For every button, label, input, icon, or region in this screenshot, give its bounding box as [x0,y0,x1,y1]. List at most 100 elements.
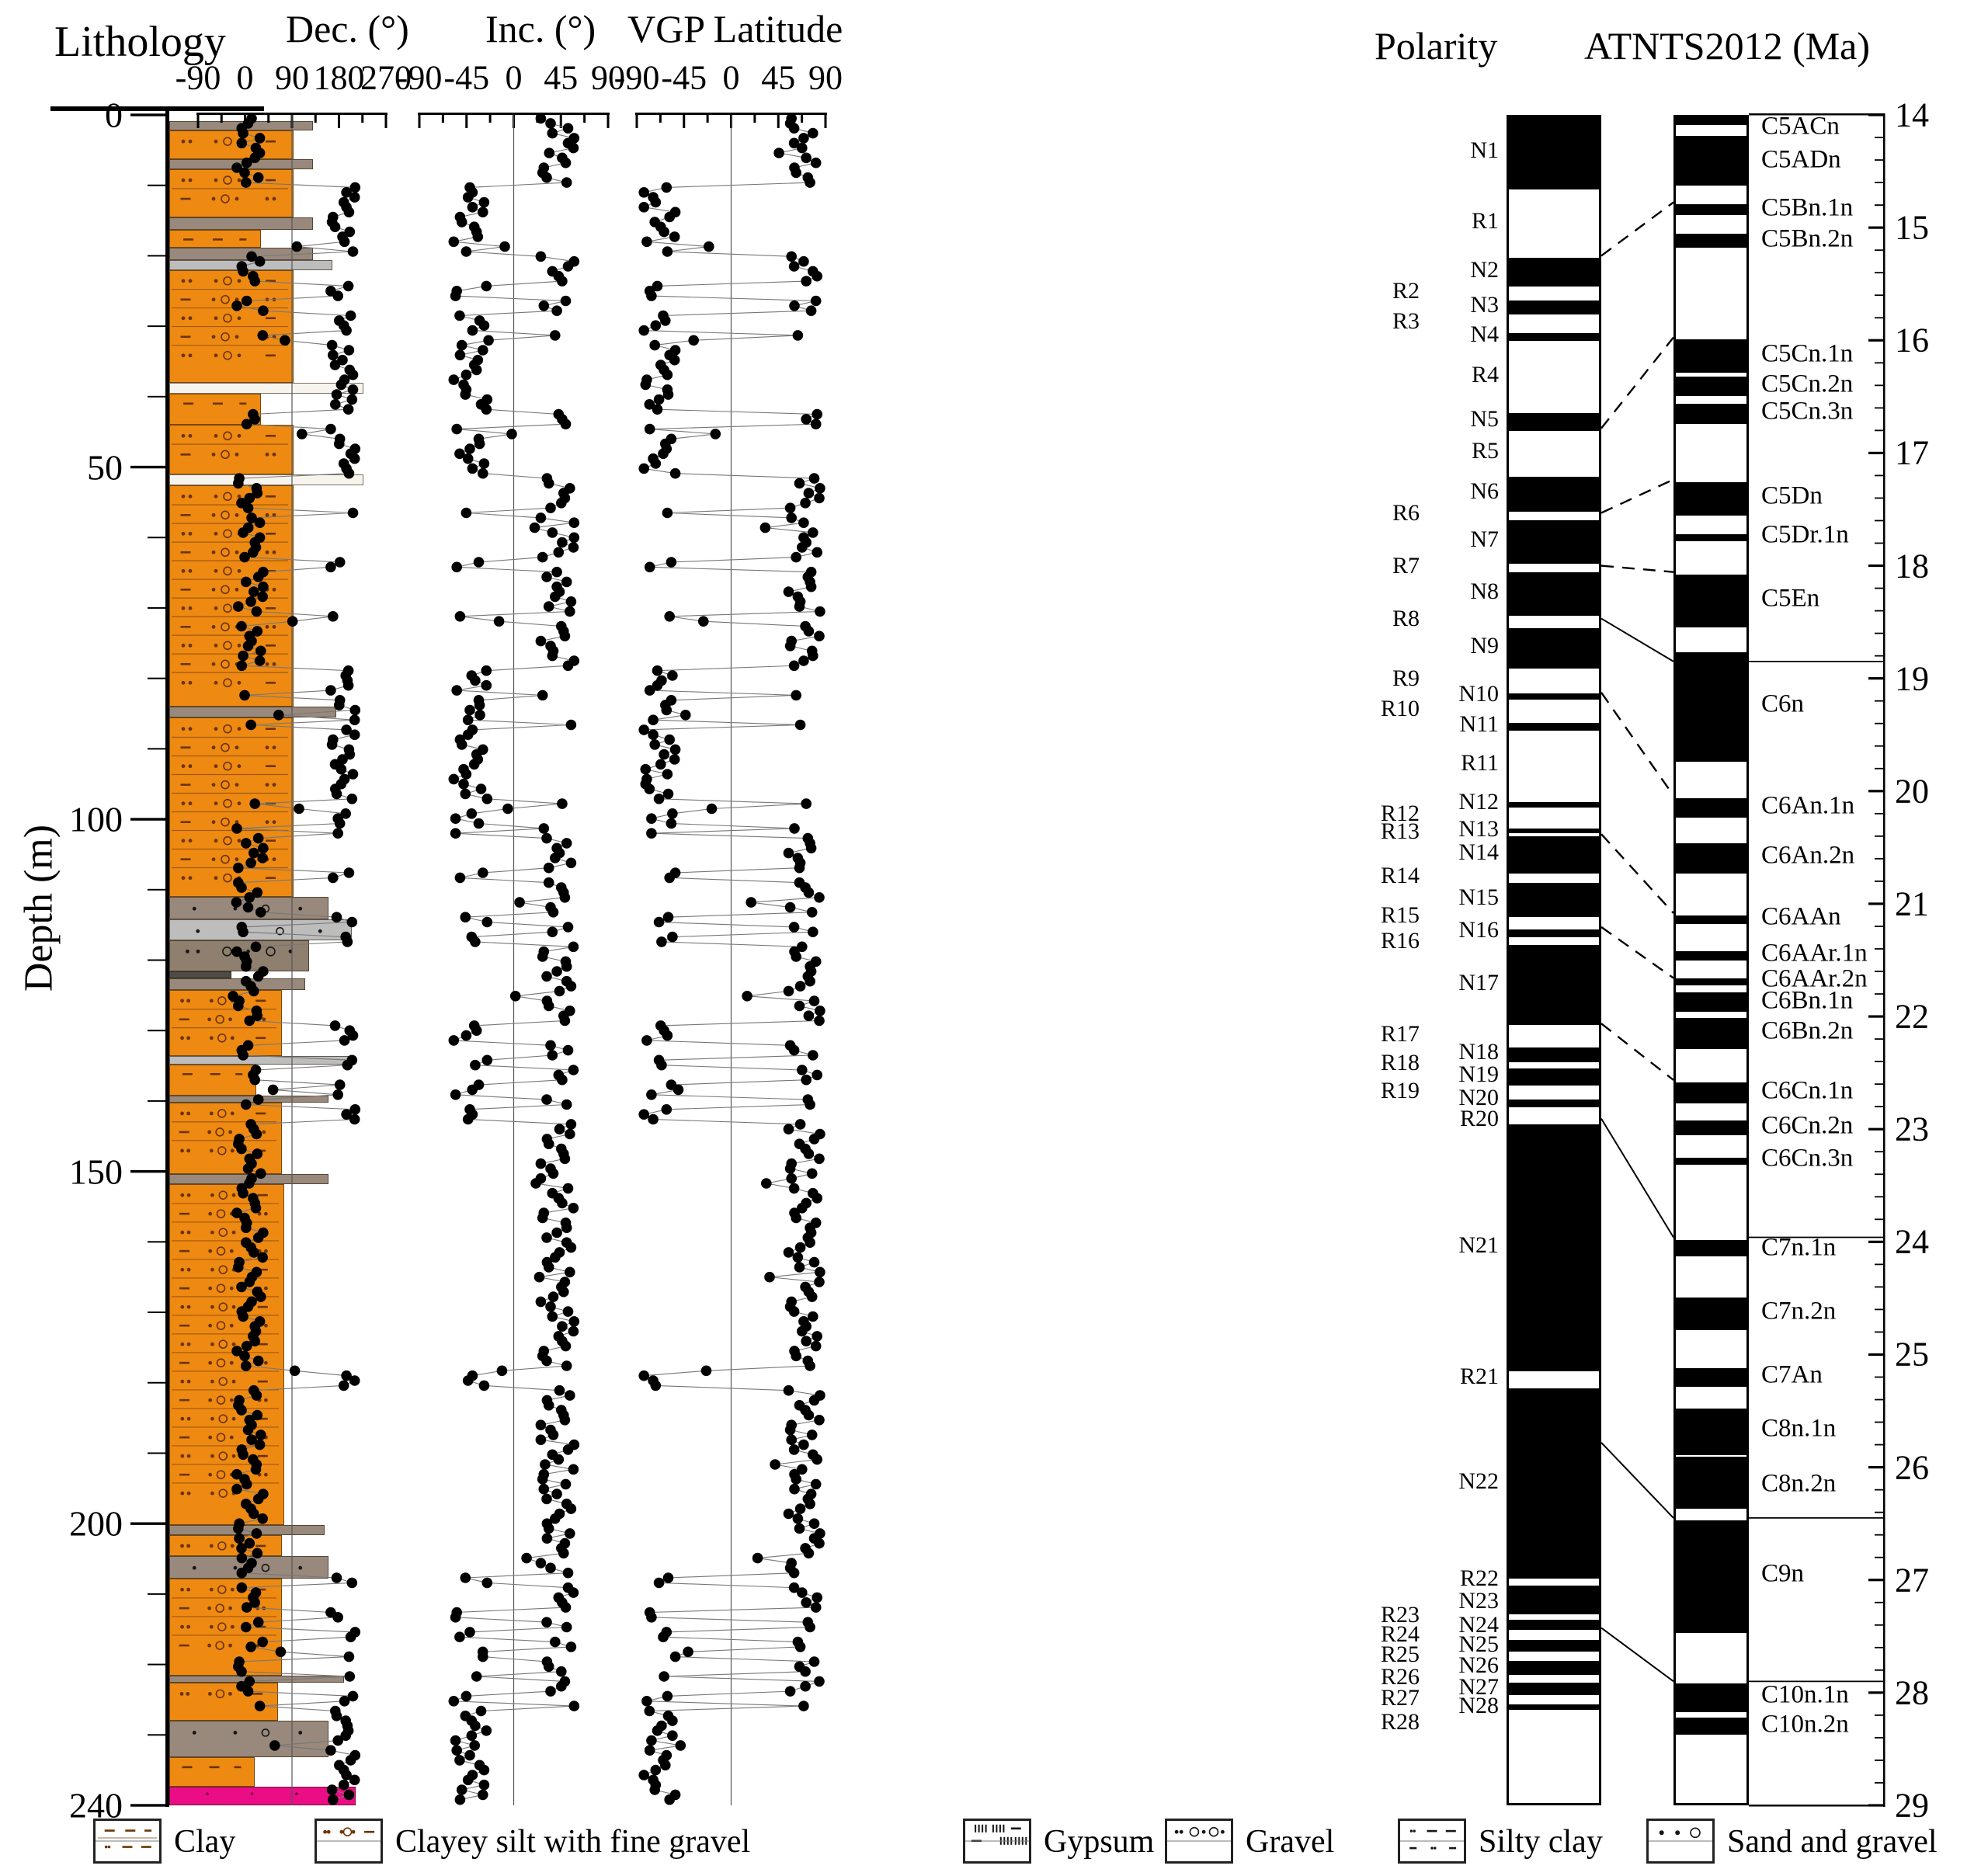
polarity-zone-label: R18 [1380,1049,1420,1075]
lithology-layer-sg [169,978,305,990]
chron-label: C6An.1n [1761,791,1855,820]
chron-label: C5ADn [1761,145,1841,174]
chron-normal-segment [1676,1120,1746,1135]
chron-label: C6Cn.3n [1761,1144,1854,1172]
chron-label: C5Bn.2n [1761,224,1854,253]
polarity-zone-label: R11 [1461,750,1499,776]
polarity-zone-label: R7 [1392,552,1420,578]
age-tick-label: 17 [1895,433,1929,472]
axis-tick-label: -90 [613,58,660,97]
lithology-layer-sg [169,706,336,718]
dec-axis-title: Dec. (°) [286,7,409,50]
chron-normal-segment [1676,1158,1746,1165]
chron-normal-segment [1676,404,1746,424]
chron-normal-segment [1676,1017,1746,1049]
chron-normal-segment [1676,652,1746,763]
chron-label: C5Cn.1n [1761,339,1854,368]
chron-normal-segment [1676,204,1746,216]
age-tick-label: 23 [1895,1110,1929,1148]
chron-label: C7n.2n [1761,1297,1837,1325]
lithology-layer-cs [169,168,294,217]
polarity-normal-zone [1509,117,1599,189]
polarity-zone-label: N18 [1458,1039,1499,1065]
legend-label: Gravel [1246,1824,1335,1860]
polarity-zone-label: N10 [1458,680,1499,707]
lithology-layer-cl [169,1064,256,1096]
axis-tick-label: -90 [175,58,221,97]
polarity-zone-label: R27 [1380,1685,1420,1711]
polarity-zone-label: N23 [1458,1587,1499,1614]
polarity-zone-label: R22 [1459,1565,1499,1591]
lithology-layer-gy [169,382,363,394]
chron-normal-segment [1676,533,1746,541]
chron-normal-segment [1676,1520,1746,1634]
lithology-layer-sg [169,1524,325,1535]
legend-label: Gypsum [1044,1824,1155,1860]
polarity-zone-label: R9 [1392,665,1420,691]
polarity-zone-label: R28 [1380,1708,1420,1735]
axis-tick-label: -45 [661,58,707,97]
age-tick-label: 27 [1895,1561,1929,1600]
polarity-normal-zone [1509,412,1599,431]
polarity-zone-label: N7 [1470,526,1499,552]
polarity-normal-zone [1509,476,1599,512]
polarity-zone-label: N25 [1458,1631,1499,1658]
chron-normal-segment [1676,135,1746,186]
polarity-normal-zone [1509,332,1599,342]
polarity-normal-zone [1509,1586,1599,1614]
polarity-zone-label: R12 [1380,800,1420,826]
atnts-column [1673,115,1749,1805]
polarity-normal-zone [1509,1047,1599,1063]
chron-label: C10n.1n [1761,1680,1849,1709]
lithology-layer-cl [169,1757,255,1787]
polarity-zone-label: N11 [1459,710,1499,737]
polarity-zone-label: R25 [1380,1641,1420,1667]
chron-label: C8n.2n [1761,1469,1837,1498]
polarity-normal-zone [1509,300,1599,314]
axis-tick-label: 45 [761,58,796,97]
lithology-layer-cs [169,425,294,474]
chron-label: C6Bn.2n [1761,1016,1854,1045]
polarity-normal-zone [1509,693,1599,700]
polarity-zone-label: R24 [1380,1621,1420,1648]
lithology-layer-pk [169,1787,356,1805]
axis-tick-label: 90 [591,58,625,97]
polarity-zone-label: N3 [1470,291,1499,318]
polarity-normal-zone [1509,1124,1599,1371]
age-tick-label: 25 [1895,1335,1929,1374]
polarity-zone-label: N24 [1458,1611,1499,1638]
chron-normal-segment [1676,117,1746,126]
polarity-zone-label: N15 [1458,884,1499,910]
polarity-zone-label: R20 [1459,1105,1499,1131]
age-tick-label: 20 [1895,772,1929,811]
chron-normal-segment [1676,1457,1746,1509]
atnts-title: ATNTS2012 (Ma) [1584,24,1871,68]
chron-label: C5Cn.2n [1761,370,1854,398]
polarity-zone-label: R14 [1380,862,1420,888]
chron-normal-segment [1676,1239,1746,1257]
polarity-zone-label: R6 [1392,500,1420,526]
chron-label: C10n.2n [1761,1710,1849,1738]
chron-label: C5Dn [1761,481,1823,510]
age-tick-label: 14 [1895,96,1929,134]
lithology-title: Lithology [54,18,226,66]
age-tick-label: 28 [1895,1673,1929,1712]
age-tick-label: 15 [1895,208,1929,247]
age-tick-label: 21 [1895,884,1929,923]
axis-tick-label: 45 [544,58,579,97]
chron-normal-segment [1676,377,1746,396]
chron-label: C5Cn.3n [1761,397,1854,426]
polarity-zone-label: N27 [1458,1673,1499,1700]
chron-label: C5En [1761,584,1820,613]
chron-normal-segment [1676,1408,1746,1456]
chron-label: C5ACn [1761,112,1840,140]
age-tick-label: 16 [1895,321,1929,360]
polarity-zone-label: R23 [1380,1602,1420,1628]
inc-axis-title: Inc. (°) [485,7,596,50]
chron-label: C8n.1n [1761,1414,1837,1443]
polarity-zone-label: R2 [1392,277,1420,304]
polarity-zone-label: N26 [1458,1652,1499,1679]
polarity-normal-zone [1509,1068,1599,1086]
chron-normal-segment [1676,797,1746,818]
